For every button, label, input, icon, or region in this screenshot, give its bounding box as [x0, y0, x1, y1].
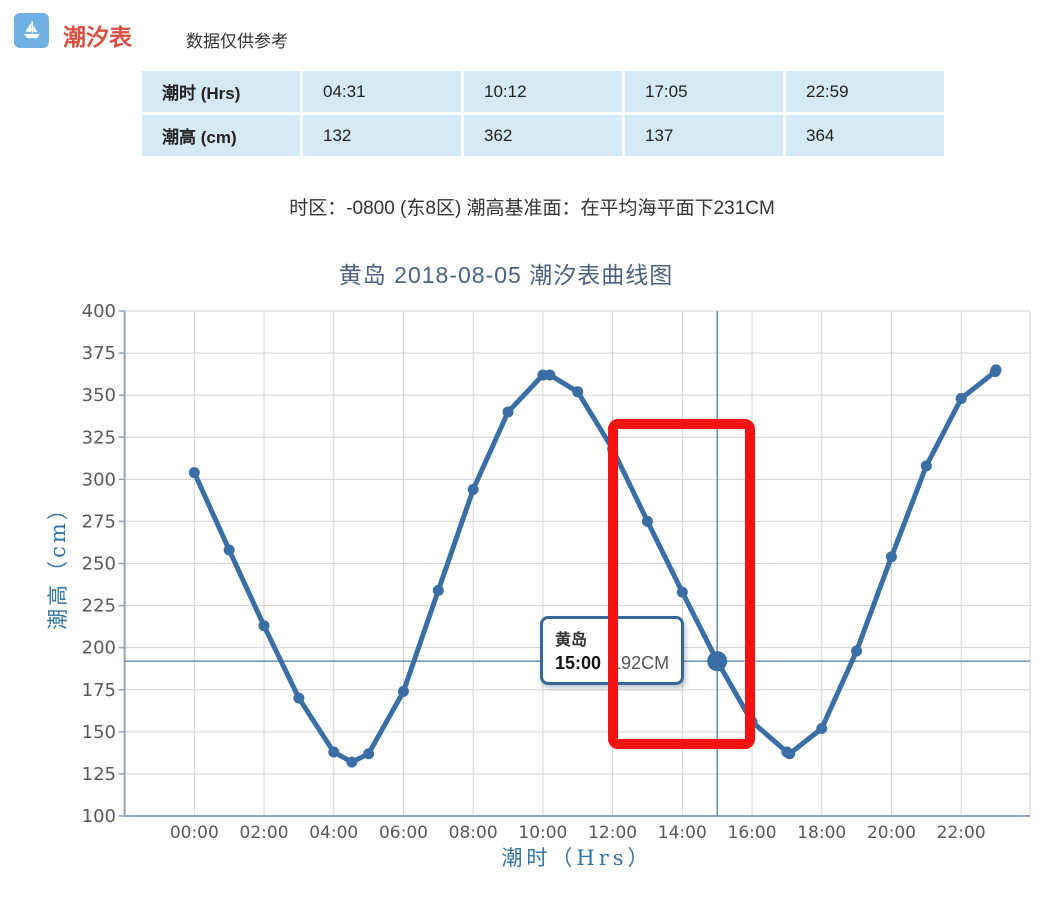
table-row-label: 潮时 (Hrs) [142, 71, 300, 112]
y-tick-label: 250 [82, 554, 116, 575]
data-point[interactable] [607, 443, 619, 455]
data-point[interactable] [293, 692, 305, 704]
data-point[interactable] [746, 716, 758, 728]
sailboat-glyph [23, 20, 40, 38]
x-tick-label: 16:00 [728, 823, 777, 843]
table-row-label: 潮高 (cm) [142, 115, 300, 156]
tooltip-time: 15:00 [555, 653, 602, 673]
tide-curve-chart: 黄岛 2018-08-05 潮汐表曲线图 400 375 350 325 300 275 2… [0, 250, 1064, 906]
data-point[interactable] [920, 460, 932, 472]
chart-title: 黄岛 2018-08-05 潮汐表曲线图 [338, 262, 674, 288]
table-cell: 10:12 [464, 71, 622, 112]
y-tick-label: 400 [82, 301, 116, 322]
tooltip-height: 192CM [611, 653, 670, 673]
y-tick-label: 350 [82, 385, 116, 406]
table-cell: 137 [625, 115, 783, 156]
table-cell: 22:59 [786, 71, 944, 112]
data-point[interactable] [572, 386, 584, 398]
x-tick-label: 22:00 [937, 823, 986, 843]
app-title: 潮汐表 [63, 24, 132, 50]
x-tick-label: 20:00 [867, 823, 916, 843]
x-tick-label: 14:00 [658, 823, 707, 843]
disclaimer-note: 数据仅供参考 [186, 32, 288, 51]
y-axis-title: 潮高（cm） [46, 496, 70, 630]
timezone-datum-line: 时区：-0800 (东8区) 潮高基准面：在平均海平面下231CM [289, 198, 775, 219]
x-axis-title: 潮时（Hrs） [501, 846, 653, 870]
data-point[interactable] [544, 369, 556, 381]
x-tick-label: 00:00 [170, 823, 219, 843]
data-point[interactable] [363, 748, 375, 760]
y-tick-label: 125 [82, 764, 116, 785]
data-point[interactable] [851, 645, 863, 657]
table-row: 潮时 (Hrs) 04:31 10:12 17:05 22:59 [142, 71, 944, 112]
highlighted-data-point[interactable] [707, 651, 728, 672]
chart-tooltip: 黄岛 15:00 192CM [540, 616, 685, 685]
y-tick-label: 150 [82, 722, 116, 743]
data-point[interactable] [955, 393, 967, 405]
y-tick-label: 375 [82, 343, 116, 364]
tide-table: 潮时 (Hrs) 04:31 10:12 17:05 22:59 潮高 (cm) 132 36… [139, 68, 947, 159]
tide-curve-line [191, 367, 999, 765]
data-point[interactable] [223, 544, 235, 556]
data-point[interactable] [676, 586, 688, 598]
data-point[interactable] [346, 756, 358, 768]
data-point[interactable] [990, 364, 1002, 376]
y-tick-label: 325 [82, 427, 116, 448]
table-cell: 132 [303, 115, 461, 156]
data-point[interactable] [328, 746, 340, 758]
data-point[interactable] [258, 620, 270, 632]
table-cell: 17:05 [625, 71, 783, 112]
data-point[interactable] [641, 515, 653, 527]
x-tick-label: 12:00 [588, 823, 637, 843]
x-tick-label: 10:00 [518, 823, 567, 843]
data-point[interactable] [397, 685, 409, 697]
x-tick-label: 06:00 [379, 823, 428, 843]
table-cell: 362 [464, 115, 622, 156]
data-point[interactable] [467, 483, 479, 495]
data-point[interactable] [885, 551, 897, 563]
x-tick-label: 02:00 [240, 823, 289, 843]
tooltip-value-row: 15:00 192CM [555, 653, 669, 674]
table-cell: 364 [786, 115, 944, 156]
boat-icon [14, 13, 49, 48]
y-tick-label: 300 [82, 469, 116, 490]
y-tick-label: 225 [82, 596, 116, 617]
x-tick-label: 04:00 [309, 823, 358, 843]
data-point[interactable] [784, 748, 796, 760]
data-point[interactable] [816, 722, 828, 734]
table-cell: 04:31 [303, 71, 461, 112]
data-point[interactable] [502, 406, 514, 418]
y-tick-label: 200 [82, 638, 116, 659]
y-tick-label: 275 [82, 511, 116, 532]
chart-plot-area[interactable]: 400 375 350 325 300 275 250 225 200 175 150 125 100 0… [0, 250, 1064, 906]
y-tick-label: 100 [82, 806, 116, 827]
x-tick-label: 18:00 [797, 823, 846, 843]
table-row: 潮高 (cm) 132 362 137 364 [142, 115, 944, 156]
data-point[interactable] [188, 467, 200, 479]
y-tick-label: 175 [82, 680, 116, 701]
tooltip-location: 黄岛 [555, 632, 588, 649]
data-point[interactable] [432, 584, 444, 596]
x-tick-label: 08:00 [449, 823, 498, 843]
